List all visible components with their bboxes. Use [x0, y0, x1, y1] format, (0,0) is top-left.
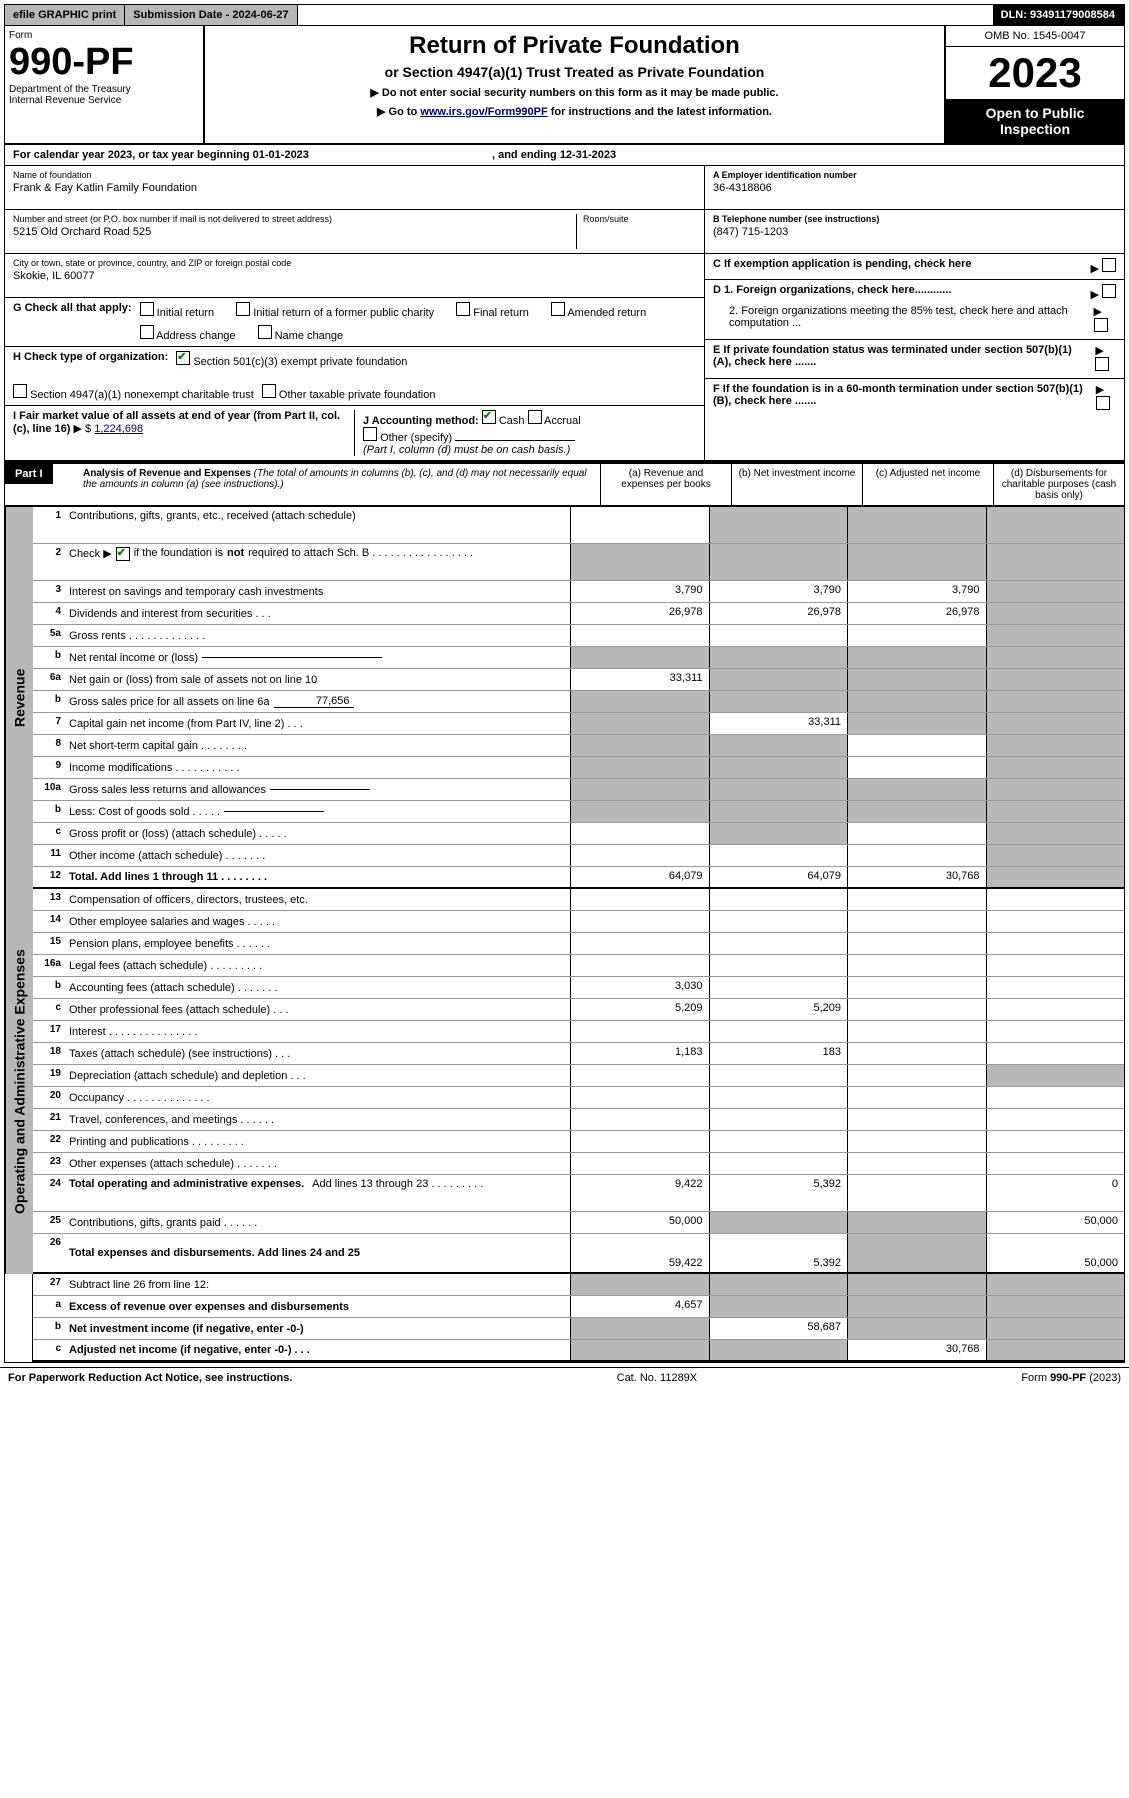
expense-table: Operating and Administrative Expenses 13… [5, 889, 1124, 1274]
g-row: G Check all that apply: Initial return I… [5, 298, 704, 347]
g-amended[interactable]: Amended return [551, 302, 646, 319]
note2: ▶ Go to www.irs.gov/Form990PF for instru… [211, 105, 938, 118]
header-center: Return of Private Foundation or Section … [205, 26, 944, 143]
d-row: D 1. Foreign organizations, check here..… [705, 280, 1124, 340]
h-501c3[interactable]: Section 501(c)(3) exempt private foundat… [176, 351, 407, 368]
c-row: C If exemption application is pending, c… [705, 254, 1124, 280]
d1-check[interactable] [1102, 284, 1116, 298]
d2-check[interactable] [1094, 318, 1108, 332]
irs: Internal Revenue Service [9, 95, 199, 106]
f-check[interactable] [1096, 396, 1110, 410]
form-header: Form 990-PF Department of the Treasury I… [5, 26, 1124, 145]
h-other[interactable]: Other taxable private foundation [262, 384, 436, 401]
col-a: (a) Revenue and expenses per books [600, 464, 731, 505]
form-label: Form [9, 30, 199, 41]
info-left: Name of foundation Frank & Fay Katlin Fa… [5, 166, 704, 460]
schb-check[interactable] [116, 547, 130, 561]
j-cash[interactable]: Cash [482, 415, 525, 427]
form-title: Return of Private Foundation [211, 32, 938, 60]
foundation-name-box: Name of foundation Frank & Fay Katlin Fa… [5, 166, 704, 210]
j-other[interactable]: Other (specify) [363, 432, 452, 444]
calendar-year-row: For calendar year 2023, or tax year begi… [5, 145, 1124, 166]
revenue-table: Revenue 1Contributions, gifts, grants, e… [5, 507, 1124, 889]
open-public: Open to Public Inspection [946, 99, 1124, 143]
footer-mid: Cat. No. 11289X [617, 1372, 698, 1384]
j-accrual[interactable]: Accrual [528, 415, 581, 427]
form-page: efile GRAPHIC print Submission Date - 20… [4, 4, 1125, 1363]
expense-sidebar: Operating and Administrative Expenses [5, 889, 33, 1274]
g-initial[interactable]: Initial return [140, 302, 215, 319]
dept: Department of the Treasury [9, 84, 199, 95]
ein-box: A Employer identification number 36-4318… [705, 166, 1124, 210]
col-b: (b) Net investment income [731, 464, 862, 505]
tel-box: B Telephone number (see instructions) (8… [705, 210, 1124, 254]
g-final[interactable]: Final return [456, 302, 529, 319]
efile-label[interactable]: efile GRAPHIC print [5, 5, 125, 25]
tax-year: 2023 [946, 47, 1124, 99]
address-box: Number and street (or P.O. box number if… [5, 210, 704, 254]
info-block: Name of foundation Frank & Fay Katlin Fa… [5, 166, 1124, 462]
info-right: A Employer identification number 36-4318… [704, 166, 1124, 460]
fmv-link[interactable]: 1,224,698 [94, 423, 143, 435]
footer: For Paperwork Reduction Act Notice, see … [0, 1367, 1129, 1388]
city-box: City or town, state or province, country… [5, 254, 704, 298]
part-header: Part I Analysis of Revenue and Expenses … [5, 462, 1124, 507]
footer-right: Form 990-PF (2023) [1021, 1372, 1121, 1384]
c-check[interactable] [1102, 258, 1116, 272]
e-check[interactable] [1095, 357, 1109, 371]
form-subtitle: or Section 4947(a)(1) Trust Treated as P… [211, 64, 938, 80]
header-left: Form 990-PF Department of the Treasury I… [5, 26, 205, 143]
form-number: 990-PF [9, 41, 199, 84]
topbar: efile GRAPHIC print Submission Date - 20… [5, 5, 1124, 26]
f-row: F If the foundation is in a 60-month ter… [705, 379, 1124, 417]
ij-row: I Fair market value of all assets at end… [5, 406, 704, 460]
col-d: (d) Disbursements for charitable purpose… [993, 464, 1124, 505]
note1: ▶ Do not enter social security numbers o… [211, 86, 938, 99]
h-4947[interactable]: Section 4947(a)(1) nonexempt charitable … [13, 384, 254, 401]
g-address[interactable]: Address change [140, 325, 236, 342]
form-link[interactable]: www.irs.gov/Form990PF [420, 106, 547, 118]
g-name[interactable]: Name change [258, 325, 344, 342]
dln: DLN: 93491179008584 [993, 5, 1124, 25]
e-row: E If private foundation status was termi… [705, 340, 1124, 379]
g-initial-former[interactable]: Initial return of a former public charit… [236, 302, 434, 319]
footer-left: For Paperwork Reduction Act Notice, see … [8, 1372, 292, 1384]
omb: OMB No. 1545-0047 [946, 26, 1124, 47]
header-right: OMB No. 1545-0047 2023 Open to Public In… [944, 26, 1124, 143]
submission-date: Submission Date - 2024-06-27 [125, 5, 297, 25]
h-row: H Check type of organization: Section 50… [5, 347, 704, 406]
part-label: Part I [5, 464, 53, 484]
col-c: (c) Adjusted net income [862, 464, 993, 505]
revenue-sidebar: Revenue [5, 507, 33, 889]
net-table: 27Subtract line 26 from line 12: aExcess… [5, 1274, 1124, 1362]
